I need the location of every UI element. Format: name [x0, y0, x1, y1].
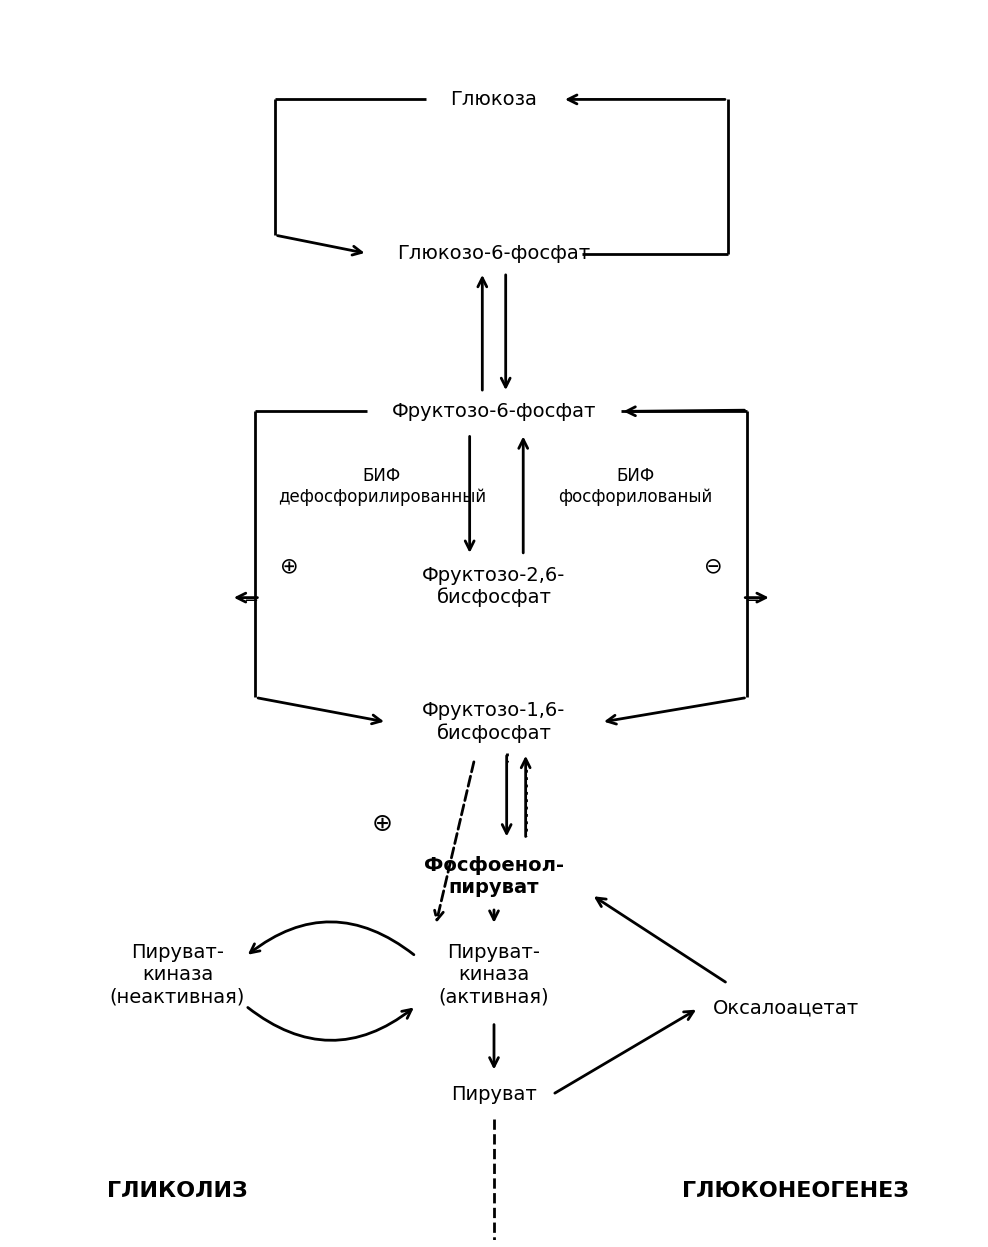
Text: Фруктозо-2,6-
бисфосфат: Фруктозо-2,6- бисфосфат: [422, 566, 566, 607]
Text: Глюкоза: Глюкоза: [451, 90, 537, 108]
Text: Пируват: Пируват: [452, 1085, 536, 1104]
Text: ⊕: ⊕: [371, 812, 392, 835]
Text: Фосфоенол-
пируват: Фосфоенол- пируват: [424, 855, 564, 897]
Text: ⊖: ⊖: [703, 556, 722, 577]
Text: БИФ
дефосфорилированный: БИФ дефосфорилированный: [278, 468, 486, 506]
Text: ГЛЮКОНЕОГЕНЕЗ: ГЛЮКОНЕОГЕНЕЗ: [683, 1181, 910, 1201]
Text: ГЛИКОЛИЗ: ГЛИКОЛИЗ: [107, 1181, 248, 1201]
Text: Пируват-
киназа
(активная): Пируват- киназа (активная): [439, 944, 549, 1006]
Text: Фруктозо-6-фосфат: Фруктозо-6-фосфат: [392, 402, 596, 421]
Text: ⊕: ⊕: [281, 556, 298, 577]
Text: −: −: [745, 592, 760, 610]
Text: −: −: [243, 592, 258, 610]
Text: Оксалоацетат: Оксалоацетат: [713, 999, 860, 1018]
Text: Глюкозо-6-фосфат: Глюкозо-6-фосфат: [397, 244, 591, 263]
Text: Фруктозо-1,6-
бисфосфат: Фруктозо-1,6- бисфосфат: [422, 701, 566, 743]
Text: БИФ
фосфорилованый: БИФ фосфорилованый: [558, 468, 712, 506]
Text: Пируват-
киназа
(неактивная): Пируват- киназа (неактивная): [110, 944, 245, 1006]
